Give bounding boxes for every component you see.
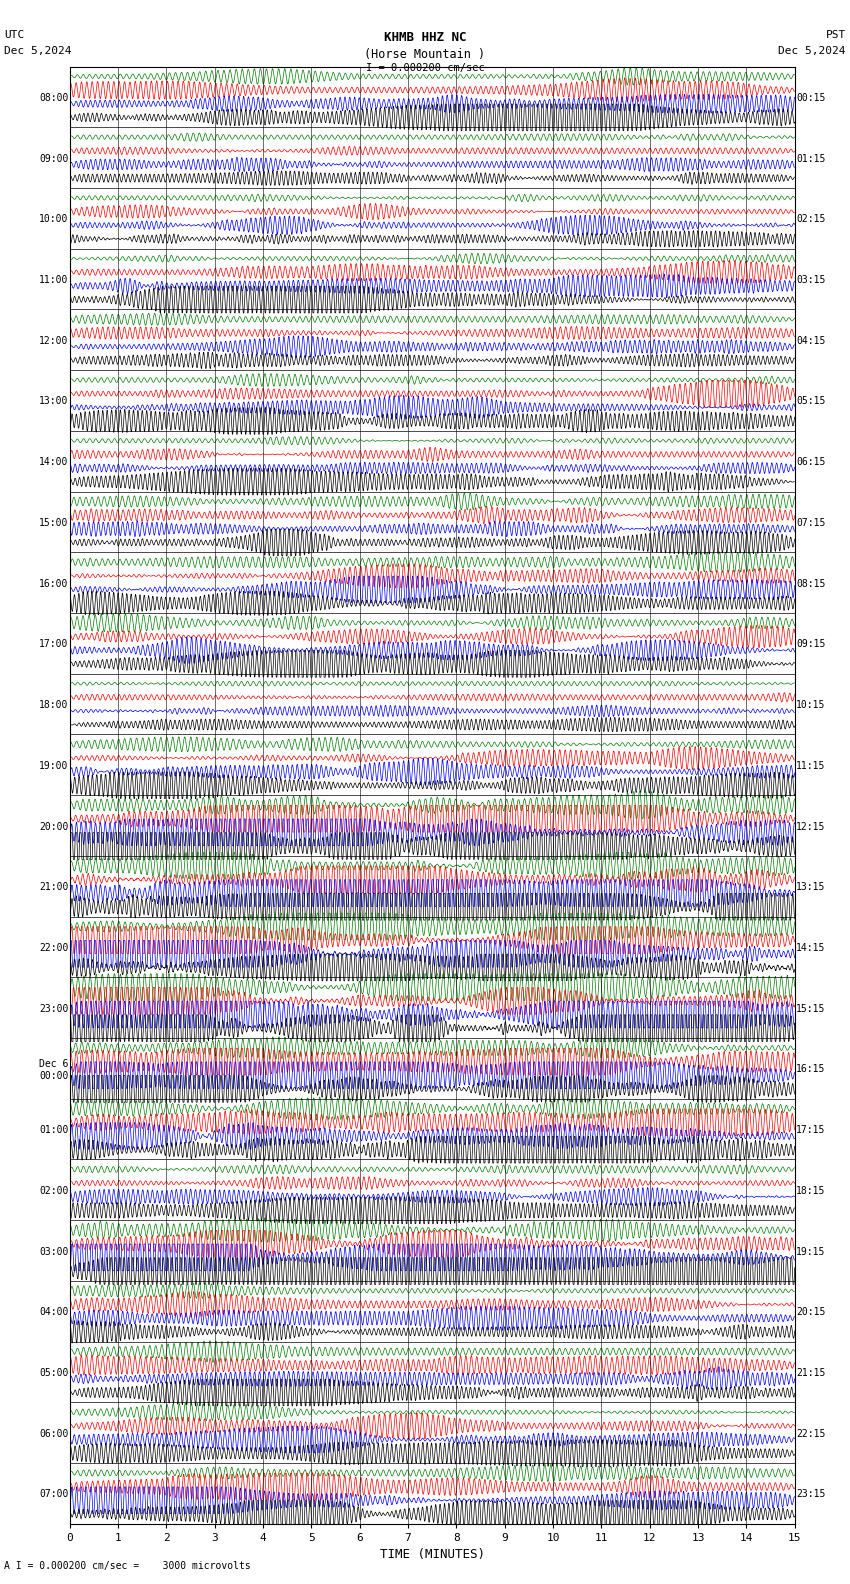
Text: UTC: UTC: [4, 30, 25, 40]
Text: Dec 5,2024: Dec 5,2024: [4, 46, 71, 55]
Text: (Horse Mountain ): (Horse Mountain ): [365, 48, 485, 60]
Text: I = 0.000200 cm/sec: I = 0.000200 cm/sec: [366, 63, 484, 73]
Text: A I = 0.000200 cm/sec =    3000 microvolts: A I = 0.000200 cm/sec = 3000 microvolts: [4, 1562, 251, 1571]
Text: PST: PST: [825, 30, 846, 40]
Text: Dec 5,2024: Dec 5,2024: [779, 46, 846, 55]
X-axis label: TIME (MINUTES): TIME (MINUTES): [380, 1549, 484, 1562]
Text: KHMB HHZ NC: KHMB HHZ NC: [383, 30, 467, 44]
